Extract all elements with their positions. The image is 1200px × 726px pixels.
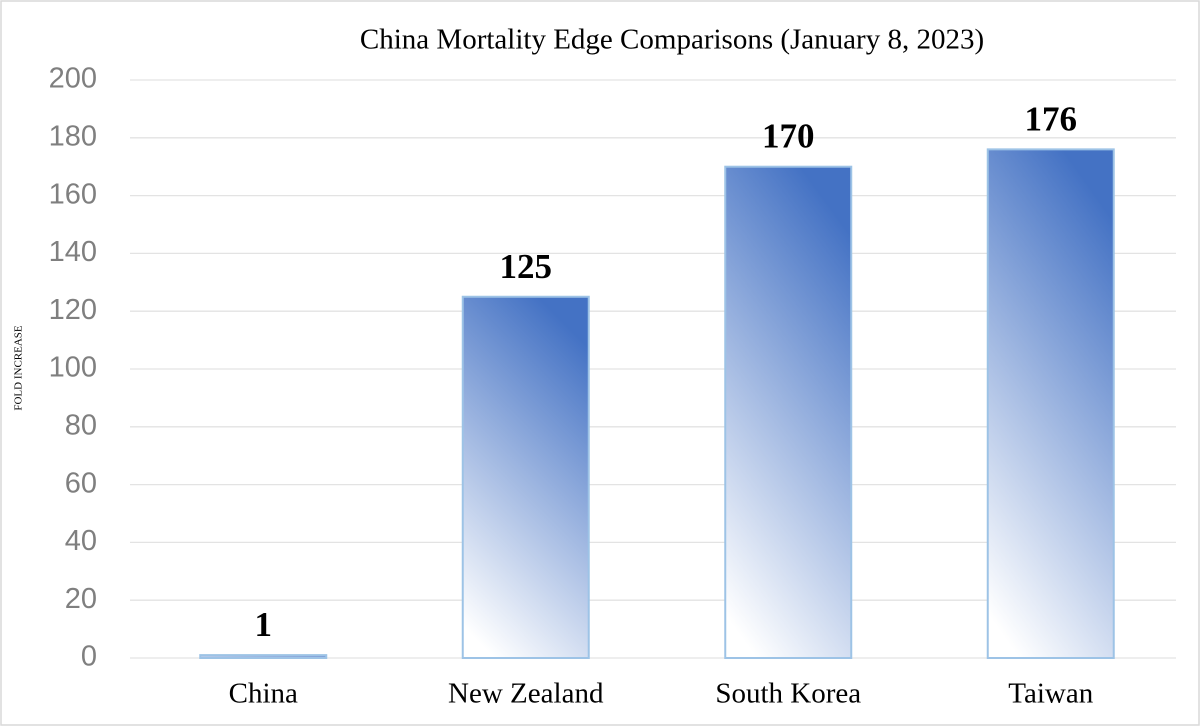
y-tick-label: 180 [49,120,97,152]
y-tick-label: 20 [65,583,97,615]
x-tick-label: South Korea [715,678,861,710]
y-tick-label: 140 [49,236,97,268]
y-tick-label: 40 [65,525,97,557]
bar [461,295,590,659]
bar [986,148,1115,660]
data-label: 170 [762,117,815,156]
y-tick-label: 0 [81,641,97,673]
chart-title: China Mortality Edge Comparisons (Januar… [360,24,984,56]
data-label: 1 [255,605,273,644]
y-tick-label: 100 [49,352,97,384]
data-label: 125 [500,247,553,286]
bar [724,165,853,659]
y-tick-label: 60 [65,467,97,499]
x-tick-label: China [229,678,298,710]
bar [199,654,328,659]
x-tick-label: Taiwan [1008,678,1093,710]
data-label: 176 [1025,99,1078,138]
y-tick-label: 160 [49,178,97,210]
y-tick-label: 80 [65,409,97,441]
x-tick-label: New Zealand [448,678,604,710]
y-tick-label: 200 [49,63,97,95]
y-tick-label: 120 [49,294,97,326]
y-axis-label: FOLD INCREASE [13,325,25,411]
